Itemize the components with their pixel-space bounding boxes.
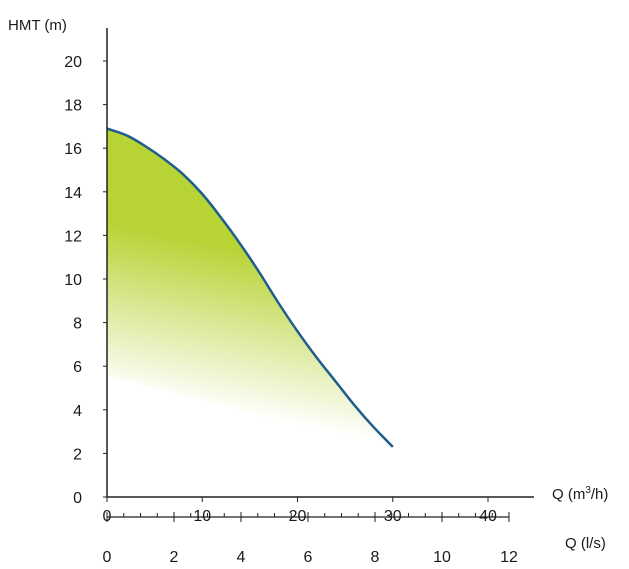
y-tick-label: 10 bbox=[64, 272, 82, 289]
y-tick-label: 0 bbox=[73, 490, 82, 507]
y-axis-title: HMT (m) bbox=[8, 17, 67, 34]
secondary-x-tick-label: 0 bbox=[103, 549, 112, 566]
secondary-x-axis-title: Q (l/s) bbox=[565, 535, 606, 552]
secondary-x-tick-label: 6 bbox=[304, 549, 313, 566]
y-tick-label: 12 bbox=[64, 228, 82, 245]
y-tick-label: 14 bbox=[64, 185, 82, 202]
x-tick-label: 20 bbox=[289, 508, 307, 525]
x-axis-ticks: 0 10 20 30 40 bbox=[103, 497, 497, 525]
y-tick-label: 2 bbox=[73, 446, 82, 463]
x-tick-label: 30 bbox=[384, 508, 402, 525]
y-tick-label: 8 bbox=[73, 316, 82, 333]
head-curve-line bbox=[106, 127, 394, 448]
x-tick-label: 10 bbox=[193, 508, 211, 525]
secondary-x-tick-label: 12 bbox=[500, 549, 518, 566]
secondary-x-tick-label: 4 bbox=[237, 549, 246, 566]
y-tick-label: 16 bbox=[64, 141, 82, 158]
y-tick-label: 18 bbox=[64, 98, 82, 115]
y-axis-ticks: 0 2 4 6 8 10 12 14 16 18 20 bbox=[64, 54, 107, 507]
x-tick-label: 40 bbox=[479, 508, 497, 525]
x-axis-title: Q (m3/h) bbox=[552, 485, 608, 503]
head-area-fill bbox=[107, 128, 393, 451]
y-tick-label: 20 bbox=[64, 54, 82, 71]
secondary-x-axis-ticks: 0 2 4 6 8 10 12 bbox=[103, 512, 518, 566]
secondary-x-tick-label: 2 bbox=[170, 549, 179, 566]
secondary-x-tick-label: 8 bbox=[371, 549, 380, 566]
secondary-x-tick-label: 10 bbox=[433, 549, 451, 566]
y-tick-label: 4 bbox=[73, 403, 82, 420]
y-tick-label: 6 bbox=[73, 359, 82, 376]
